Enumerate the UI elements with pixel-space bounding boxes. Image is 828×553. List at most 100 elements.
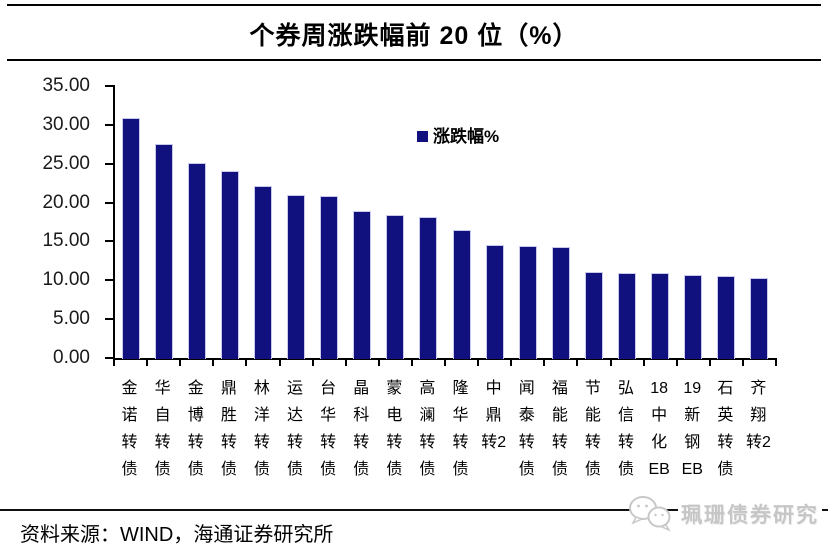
category-label: 弘信转债 xyxy=(606,375,646,483)
x-axis-tick xyxy=(245,360,248,366)
category-label-line: 闻 xyxy=(518,380,535,397)
y-axis-tick xyxy=(105,279,113,282)
category-label-line: 债 xyxy=(220,461,237,478)
category-label-line: 债 xyxy=(386,461,403,478)
category-label-line: 转2 xyxy=(745,434,771,451)
x-axis-tick xyxy=(675,360,678,366)
category-label-line: 自 xyxy=(154,407,171,424)
category-label-line: 转 xyxy=(618,434,635,451)
bar xyxy=(419,217,438,359)
footer-divider xyxy=(0,509,828,511)
x-axis-line xyxy=(113,358,777,360)
category-label-line: 中 xyxy=(651,407,668,424)
category-label-line: 转 xyxy=(419,434,436,451)
category-label: 运达转债 xyxy=(275,375,315,483)
category-label-line: 化 xyxy=(651,434,668,451)
bar xyxy=(452,229,471,359)
category-label-line: 鼎 xyxy=(485,407,502,424)
category-label: 中鼎转2 xyxy=(474,375,514,456)
x-axis-tick xyxy=(179,360,182,366)
category-label: 金博转债 xyxy=(176,375,216,483)
y-axis-tick xyxy=(105,357,113,359)
bar xyxy=(253,186,272,359)
category-label: 隆华转债 xyxy=(441,375,481,483)
category-label-line: 债 xyxy=(121,461,138,478)
category-label-line: 电 xyxy=(386,407,403,424)
category-label: 台华转债 xyxy=(308,375,348,483)
bar xyxy=(320,196,339,359)
y-axis-tick-label: 15.00 xyxy=(42,230,90,252)
y-axis-tick xyxy=(105,162,113,165)
category-label-line: 新 xyxy=(684,407,701,424)
x-axis-tick xyxy=(477,360,480,366)
category-label-line: 华 xyxy=(320,407,337,424)
category-label-line: 债 xyxy=(320,461,337,478)
category-label: 金诺转债 xyxy=(110,375,150,483)
category-label-line: 转 xyxy=(551,434,568,451)
category-label-line: 债 xyxy=(154,461,171,478)
y-axis-tick xyxy=(105,318,113,321)
category-label-line: 转 xyxy=(253,434,270,451)
category-label-line: EB xyxy=(681,461,703,478)
category-label-line: 晶 xyxy=(353,380,370,397)
x-axis-tick xyxy=(543,360,546,366)
bar xyxy=(584,271,603,359)
category-label-line: 鼎 xyxy=(220,380,237,397)
y-axis-tick xyxy=(105,123,113,126)
bar xyxy=(121,117,140,359)
category-label-line: 债 xyxy=(618,461,635,478)
category-label-line: 钢 xyxy=(684,434,701,451)
category-label-line: 翔 xyxy=(750,407,767,424)
x-axis-tick xyxy=(741,360,744,366)
category-label: 齐翔转2 xyxy=(738,375,778,456)
x-axis-tick xyxy=(113,360,115,366)
bar xyxy=(750,277,769,359)
category-label-line: 债 xyxy=(287,461,304,478)
category-label-line: 福 xyxy=(551,380,568,397)
category-label-line: 转 xyxy=(452,434,469,451)
source-attribution: 资料来源：WIND，海通证券研究所 xyxy=(20,524,334,546)
watermark: 珮珊债券研究 xyxy=(626,495,822,533)
y-axis-tick xyxy=(105,201,113,204)
category-label-line: 洋 xyxy=(253,407,270,424)
chat-bubbles-icon xyxy=(629,496,671,532)
category-label-line: 弘 xyxy=(618,380,635,397)
x-axis-tick xyxy=(410,360,413,366)
category-label-line: 债 xyxy=(419,461,436,478)
category-label: 19 新钢 EB xyxy=(672,375,712,483)
category-label-line: 澜 xyxy=(419,407,436,424)
category-label-line: 19 xyxy=(683,380,702,397)
bar xyxy=(618,272,637,359)
category-label-line: 信 xyxy=(618,407,635,424)
category-label-line: 转 xyxy=(154,434,171,451)
chart-title: 个券周涨跌幅前 20 位（%） xyxy=(249,22,579,50)
category-label: 18 中化 EB xyxy=(639,375,679,483)
category-label-line: 英 xyxy=(717,407,734,424)
bar xyxy=(154,143,173,359)
x-axis-tick xyxy=(212,360,215,366)
x-axis-tick xyxy=(708,360,711,366)
x-axis-tick xyxy=(146,360,149,366)
legend-swatch-icon xyxy=(417,130,428,142)
y-axis-tick-label: 10.00 xyxy=(42,269,90,291)
title-divider xyxy=(7,59,821,61)
x-axis-tick xyxy=(609,360,612,366)
category-label: 节能转债 xyxy=(573,375,613,483)
category-label: 石英转债 xyxy=(705,375,745,483)
bar xyxy=(386,215,405,359)
category-label-line: 债 xyxy=(584,461,601,478)
category-label: 福能转债 xyxy=(540,375,580,483)
category-label: 林洋转债 xyxy=(242,375,282,483)
category-label-line: 高 xyxy=(419,380,436,397)
bar xyxy=(651,273,670,359)
category-label-line: 齐 xyxy=(750,380,767,397)
category-label-line: 博 xyxy=(187,407,204,424)
x-axis-tick xyxy=(311,360,314,366)
x-axis-tick xyxy=(377,360,380,366)
category-label-line: 华 xyxy=(154,380,171,397)
watermark-label: 珮珊债券研究 xyxy=(678,499,822,529)
category-label-line: 转 xyxy=(584,434,601,451)
bar xyxy=(485,245,504,359)
